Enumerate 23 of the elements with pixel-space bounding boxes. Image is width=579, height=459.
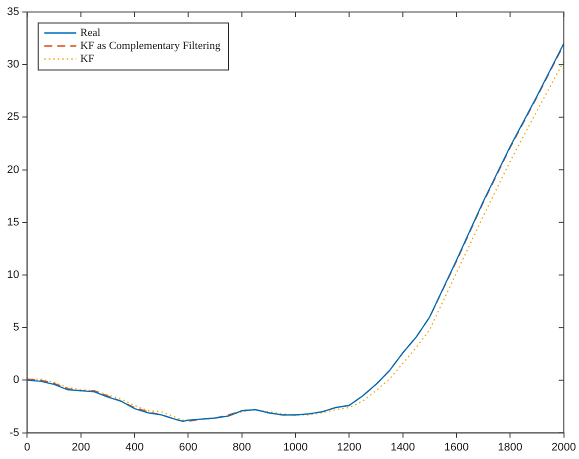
x-tick-label: 2000 (552, 441, 576, 454)
y-tick-label: 15 (6, 216, 20, 228)
y-tick-label: 0 (13, 374, 20, 386)
legend-label: KF as Complementary Filtering (80, 40, 221, 52)
x-tick-label: 0 (24, 441, 30, 454)
y-tick-label: -5 (9, 426, 20, 439)
y-tick-label: 25 (6, 111, 20, 124)
y-tick-label: 35 (6, 6, 20, 18)
x-tick-label: 1200 (336, 441, 362, 454)
x-tick-label: 1800 (498, 441, 522, 454)
y-tick-label: 5 (13, 322, 20, 334)
y-tick-label: 20 (6, 164, 20, 176)
x-tick-label: 800 (232, 441, 252, 454)
y-tick-label: 10 (6, 269, 20, 282)
x-tick-label: 600 (179, 441, 198, 454)
legend-label: Real (80, 26, 100, 39)
y-tick-label: 30 (6, 58, 20, 71)
x-tick-label: 1400 (390, 441, 416, 454)
x-tick-label: 400 (125, 441, 144, 454)
x-tick-label: 200 (72, 441, 90, 454)
legend-label: KF (80, 52, 94, 65)
x-tick-label: 1000 (283, 441, 308, 454)
x-tick-label: 1600 (444, 441, 469, 454)
